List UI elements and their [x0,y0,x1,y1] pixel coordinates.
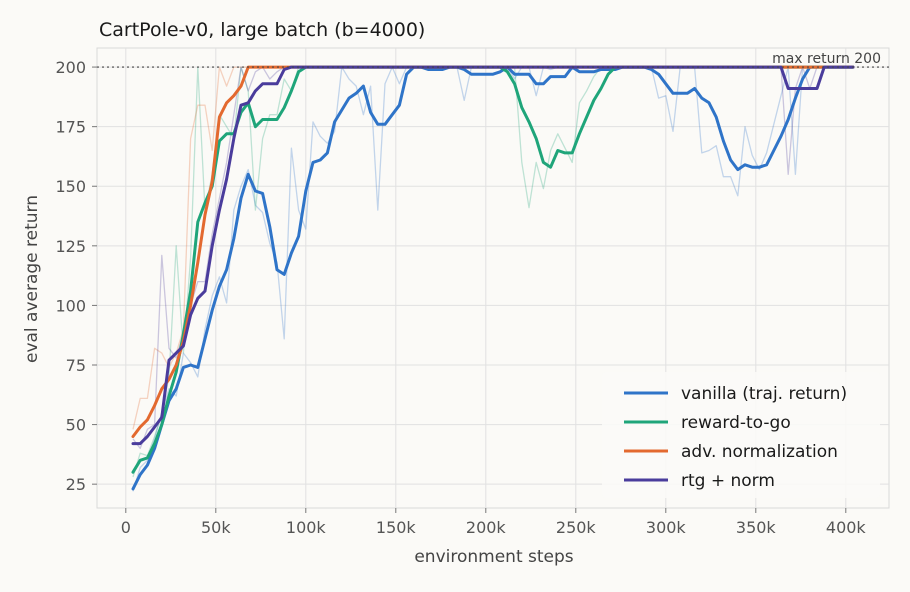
x-tick-label: 350k [736,518,777,537]
x-tick-label: 100k [286,518,327,537]
legend-label: reward-to-go [681,413,791,433]
x-tick-label: 50k [201,518,231,537]
x-tick-label: 300k [646,518,687,537]
y-tick-label: 200 [55,58,86,77]
x-tick-label: 250k [556,518,597,537]
max-return-label: max return 200 [772,51,881,67]
y-tick-label: 125 [55,237,86,256]
x-tick-label: 200k [466,518,507,537]
legend-label: rtg + norm [681,471,775,491]
y-axis-label: eval average return [22,195,42,363]
x-tick-label: 400k [826,518,867,537]
legend-label: adv. normalization [681,442,838,462]
y-tick-label: 75 [66,356,86,375]
legend-box [602,372,880,498]
series-line [131,65,855,446]
y-tick-label: 50 [66,416,86,435]
x-axis-label: environment steps [414,547,573,567]
legend: vanilla (traj. return) reward-to-go adv. n… [602,372,880,498]
y-tick-label: 25 [66,475,86,494]
chart-title: CartPole-v0, large batch (b=4000) [99,19,425,41]
series-line [131,65,855,491]
x-tick-label: 150k [376,518,417,537]
legend-label: vanilla (traj. return) [681,384,847,404]
x-tick-label: 0 [121,518,131,537]
y-tick-label: 100 [55,296,86,315]
y-tick-label: 150 [55,177,86,196]
y-tick-label: 175 [55,118,86,137]
